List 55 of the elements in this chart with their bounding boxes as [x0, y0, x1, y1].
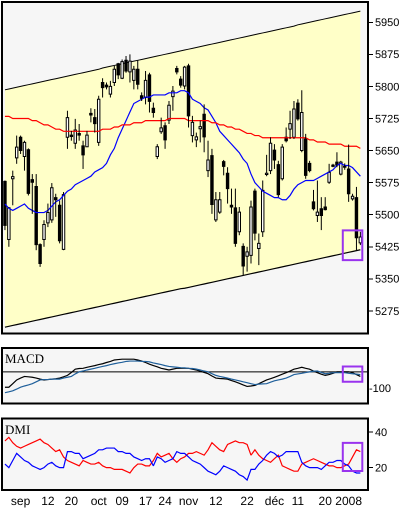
candlestick [11, 170, 14, 206]
x-tick-label: 17 [138, 494, 153, 508]
x-tick-label: 12 [209, 494, 223, 508]
text: -100 [369, 383, 392, 395]
candlestick [74, 118, 77, 150]
candlestick [112, 65, 116, 86]
candlestick [202, 104, 206, 153]
candlestick [288, 110, 292, 140]
candlestick [14, 135, 18, 164]
x-tick-label: oct [90, 494, 108, 508]
y-tick-label: 5800 [374, 81, 400, 94]
x-tick-label: 12 [41, 494, 55, 508]
y-tick-label: 5875 [374, 49, 400, 62]
x-tick-label: déc [264, 494, 284, 508]
candlestick [257, 233, 261, 266]
y-tick-label: 20 [374, 462, 388, 474]
candlestick [144, 70, 148, 105]
candlestick [66, 110, 70, 150]
candlestick [316, 180, 320, 222]
x-tick-label: 22 [240, 494, 254, 508]
candlestick [18, 135, 22, 154]
x-tick-label: 11 [292, 494, 304, 508]
candlestick [50, 182, 54, 224]
candlestick [226, 166, 230, 204]
y-tick-label: 5725 [374, 113, 400, 126]
y-tick-label: 5650 [374, 145, 400, 158]
candlestick [156, 144, 159, 160]
x-tick-label: 20 [64, 494, 78, 508]
y-tick-label: 5350 [374, 274, 400, 286]
y-tick-label: 5425 [374, 242, 400, 254]
y-tick-label: 5275 [374, 306, 400, 318]
chart-title: MACD [5, 351, 44, 366]
candlestick [190, 115, 194, 143]
candlestick [89, 108, 93, 123]
y-tick-label: 5575 [374, 177, 400, 190]
candlestick [327, 163, 331, 184]
candlestick [100, 78, 104, 98]
candlestick [175, 65, 179, 75]
x-tick-label: 20 [318, 494, 332, 508]
candlestick [152, 102, 156, 118]
candlestick [261, 180, 264, 238]
y-tick-label: 40 [374, 426, 388, 439]
x-tick-label: 24 [158, 494, 172, 508]
y-tick-label: 5500 [374, 210, 400, 222]
candlestick [234, 188, 238, 248]
x-tick-label: sep [10, 494, 31, 508]
candlestick [346, 144, 350, 202]
x-tick-label: nov [178, 494, 198, 508]
candlestick [77, 124, 81, 142]
candlestick [128, 54, 132, 84]
y-tick-label: 5950 [374, 17, 400, 30]
x-tick-label: 2008 [335, 494, 362, 508]
chart-title: DMI [5, 422, 30, 437]
candlestick [194, 132, 198, 148]
x-tick-label: 09 [115, 494, 130, 508]
